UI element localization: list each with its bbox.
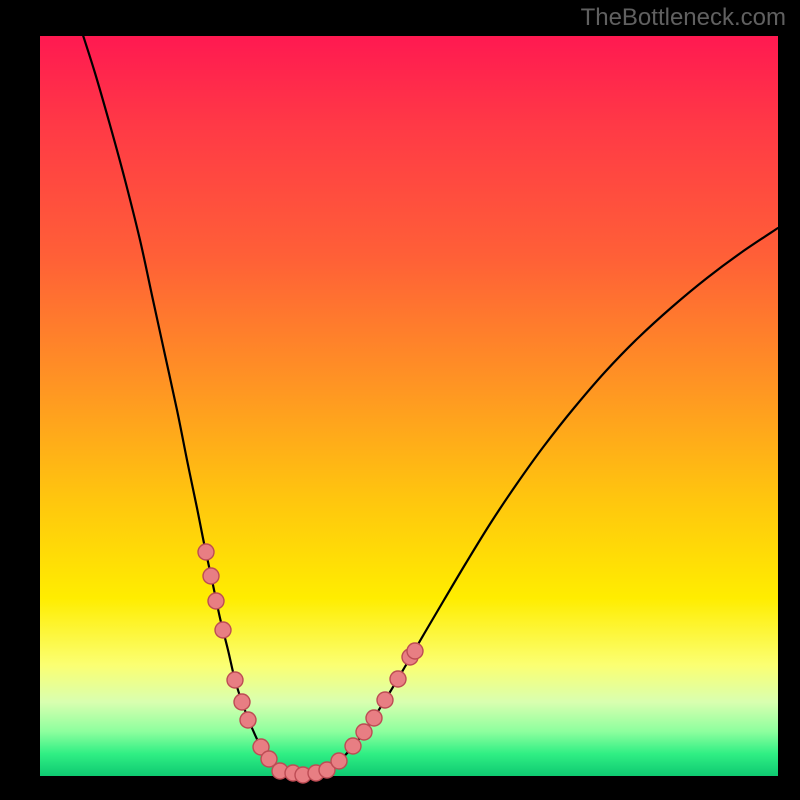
- chart-container: TheBottleneck.com: [0, 0, 800, 800]
- gradient-plot-area: [40, 36, 778, 776]
- watermark-text: TheBottleneck.com: [581, 4, 786, 32]
